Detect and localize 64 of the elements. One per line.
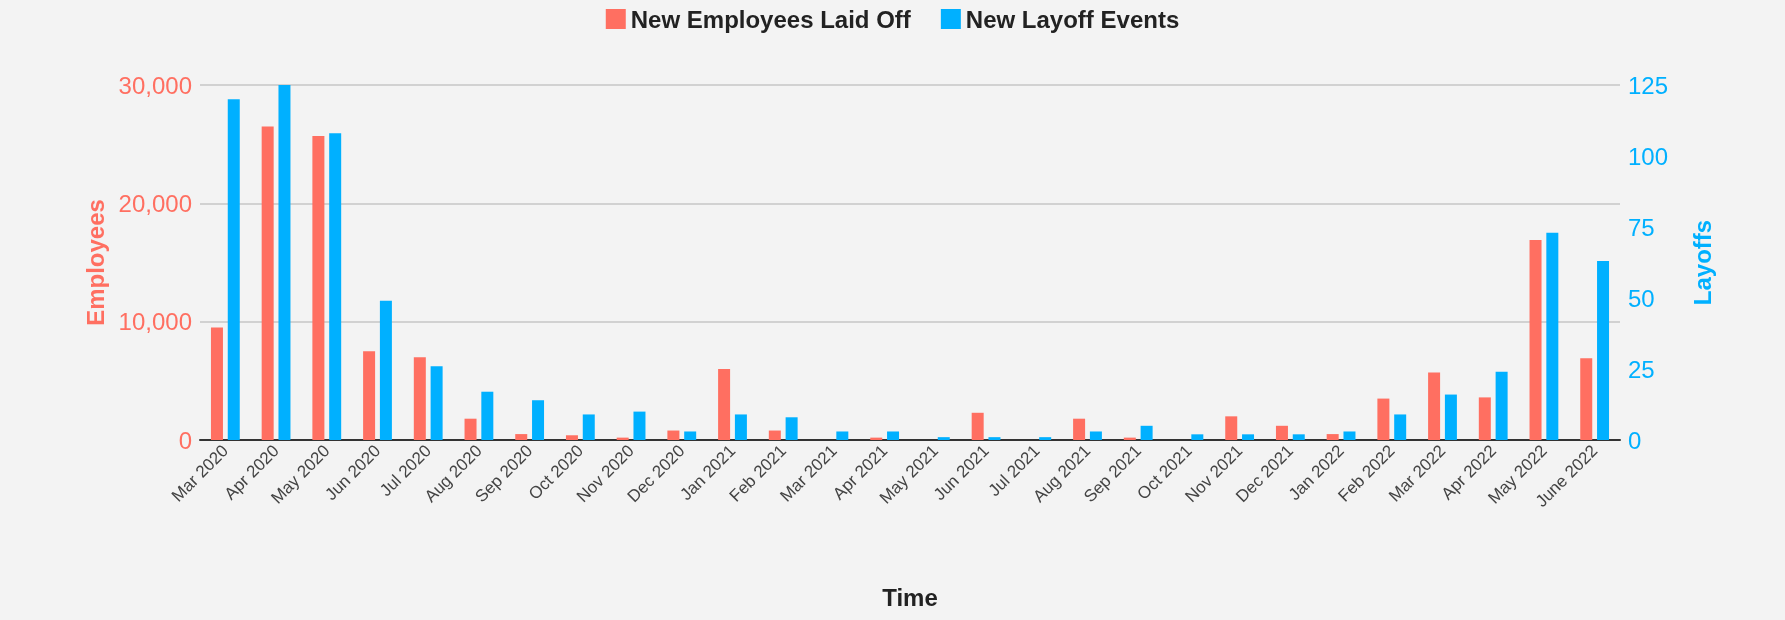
bar (734, 414, 747, 440)
bar (582, 414, 595, 440)
bar (413, 357, 426, 440)
bar (278, 85, 291, 440)
y2-tick-label: 100 (1628, 142, 1669, 170)
y2-tick-label: 75 (1628, 213, 1655, 241)
bar (329, 133, 342, 440)
bar (1242, 434, 1255, 440)
legend-label: New Employees Laid Off (630, 5, 912, 33)
bar (1089, 431, 1102, 440)
y-tick-label: 0 (178, 426, 192, 454)
bar (887, 431, 900, 440)
y2-axis-title: Layoffs (1688, 219, 1716, 306)
bar (481, 391, 494, 440)
bar (312, 135, 325, 440)
bar (210, 327, 223, 440)
bar (633, 411, 646, 440)
bar (1140, 425, 1153, 440)
bar (430, 366, 443, 440)
bar (379, 300, 392, 440)
bar (532, 400, 545, 440)
bar (515, 434, 528, 440)
bar (1546, 232, 1559, 440)
bar (684, 431, 697, 440)
bar (565, 435, 578, 440)
y2-tick-label: 50 (1628, 284, 1655, 312)
bar (988, 437, 1001, 440)
bar (227, 99, 240, 440)
bar (1073, 418, 1086, 440)
bar (1292, 434, 1305, 440)
bar (1428, 372, 1441, 440)
legend-label: New Layoff Events (965, 5, 1180, 33)
bar (1580, 358, 1593, 440)
bar (261, 126, 274, 440)
bar (1343, 431, 1356, 440)
bar (718, 369, 731, 440)
bar (1478, 397, 1491, 440)
x-axis-title: Time (882, 583, 938, 611)
bar (1039, 437, 1052, 440)
y-tick-label: 30,000 (118, 71, 192, 99)
bar (464, 418, 477, 440)
bar (836, 431, 849, 440)
y2-tick-label: 25 (1628, 355, 1655, 383)
bar (1597, 261, 1610, 440)
y2-tick-label: 0 (1628, 426, 1642, 454)
bar (937, 437, 950, 440)
bar (971, 412, 984, 440)
bar (1495, 371, 1508, 440)
bar (1225, 416, 1238, 440)
bar (363, 351, 376, 440)
y2-tick-label: 125 (1628, 71, 1669, 99)
bar (768, 430, 781, 440)
bar (667, 430, 680, 440)
bar (1326, 434, 1339, 440)
y-tick-label: 20,000 (118, 189, 192, 217)
bar (1275, 425, 1288, 440)
y-tick-label: 10,000 (118, 308, 192, 336)
bar (1444, 394, 1457, 440)
bar (1529, 240, 1542, 440)
bar (1394, 414, 1407, 440)
bar (1377, 398, 1390, 440)
y-axis-title: Employees (82, 199, 110, 326)
bar (785, 417, 798, 440)
bar (1191, 434, 1204, 440)
